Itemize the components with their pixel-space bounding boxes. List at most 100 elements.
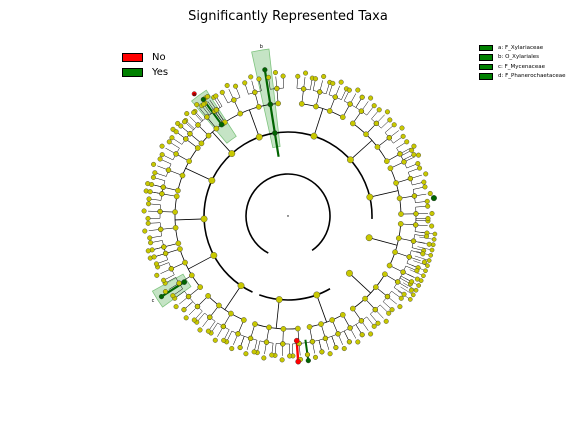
legend-label-yes: Yes — [152, 67, 169, 78]
taxon-node — [406, 254, 412, 260]
clade-label-a: a: F_Xylariaceae — [498, 44, 544, 51]
taxon-node — [148, 240, 154, 246]
taxon-node — [387, 165, 394, 172]
taxon-node — [141, 208, 147, 214]
taxon-node — [318, 321, 324, 327]
taxon-node — [425, 263, 430, 268]
legend-entry-yes: Yes — [122, 65, 168, 80]
taxon-node — [347, 101, 353, 107]
taxon-node — [241, 317, 247, 323]
taxon-node — [341, 346, 347, 352]
taxon-node — [392, 249, 398, 255]
branch-line — [248, 109, 260, 138]
taxon-node — [152, 170, 158, 176]
taxon-node — [201, 101, 207, 107]
taxon-node — [252, 321, 258, 327]
taxon-node — [431, 237, 437, 242]
taxon-node — [272, 130, 278, 136]
legend-swatch-yes — [122, 68, 143, 77]
taxon-node — [165, 167, 172, 173]
taxon-node — [251, 349, 257, 355]
taxon-node — [229, 346, 235, 352]
taxon-node — [339, 312, 346, 318]
taxon-node — [224, 82, 230, 88]
taxon-node — [146, 201, 152, 207]
taxon-node — [429, 247, 435, 253]
taxon-node — [415, 161, 421, 167]
taxon-node — [182, 259, 188, 266]
clade-legend: a: F_Xylariaceae b: O_Xylariales c: F_My… — [479, 43, 566, 81]
taxon-node — [346, 87, 352, 93]
taxon-node — [389, 307, 395, 313]
legend-swatch-no — [122, 53, 143, 62]
taxon-node — [371, 103, 377, 109]
taxon-node — [425, 215, 431, 221]
taxon-node — [228, 310, 234, 317]
taxon-node — [187, 131, 193, 137]
clade-swatch-b — [479, 54, 493, 61]
taxon-node — [279, 357, 285, 363]
taxon-node — [338, 79, 344, 85]
taxon-node — [200, 96, 206, 103]
taxon-node — [248, 74, 254, 80]
clade-marker-d: d — [225, 121, 228, 127]
taxon-node — [295, 325, 301, 332]
taxon-node — [383, 318, 389, 324]
taxon-node — [205, 293, 211, 299]
taxon-node — [298, 101, 305, 107]
clade-marker-a: a — [193, 92, 196, 98]
branch-line — [263, 69, 280, 157]
taxon-node — [219, 89, 225, 95]
taxon-node — [376, 107, 382, 113]
taxon-node — [399, 125, 405, 131]
taxon-node — [398, 211, 404, 217]
taxon-node — [321, 73, 327, 79]
taxon-node — [421, 273, 426, 279]
taxon-node — [359, 94, 365, 100]
clade-label-b: b: O_Xylariales — [498, 54, 540, 61]
branch-line — [402, 282, 417, 291]
taxon-node — [159, 191, 165, 197]
taxon-node — [200, 215, 208, 223]
branch-line — [304, 339, 310, 361]
clade-legend-entry-c: c: F_Mycenaceae — [479, 62, 566, 72]
taxon-node — [166, 139, 172, 145]
taxon-node — [416, 152, 422, 158]
taxon-node — [175, 240, 182, 247]
taxon-node — [429, 223, 435, 229]
branch-line — [224, 285, 242, 310]
taxon-node — [397, 151, 403, 157]
taxon-node — [329, 317, 335, 323]
taxon-node — [168, 266, 174, 272]
branch-line — [400, 286, 414, 296]
taxon-node — [404, 139, 410, 145]
taxon-node — [373, 120, 379, 127]
taxon-node — [347, 156, 354, 164]
clade-markers: a b c d — [152, 44, 263, 304]
taxon-node — [400, 269, 406, 275]
taxon-node — [295, 73, 301, 79]
tree-edges — [148, 69, 435, 362]
branch-line — [369, 237, 398, 246]
taxon-node — [267, 101, 274, 108]
taxon-node — [310, 132, 318, 140]
taxon-node — [422, 184, 428, 190]
taxon-node — [387, 117, 393, 123]
taxon-node — [350, 305, 356, 312]
taxon-node — [421, 179, 427, 185]
taxon-node — [173, 193, 180, 200]
taxon-node — [386, 310, 392, 316]
taxon-node — [242, 80, 248, 86]
figure-title: Significantly Represented Taxa — [188, 9, 388, 24]
taxon-node — [218, 121, 225, 128]
taxon-node — [287, 353, 293, 359]
clade-swatch-d — [479, 73, 493, 80]
taxon-node — [159, 152, 165, 158]
clade-label-c: c: F_Mycenaceae — [498, 63, 545, 70]
taxon-node — [293, 337, 300, 344]
taxon-node — [191, 317, 197, 323]
taxon-node — [303, 70, 309, 76]
taxon-node — [204, 114, 210, 120]
taxon-node — [261, 355, 267, 361]
taxon-node — [197, 284, 203, 290]
